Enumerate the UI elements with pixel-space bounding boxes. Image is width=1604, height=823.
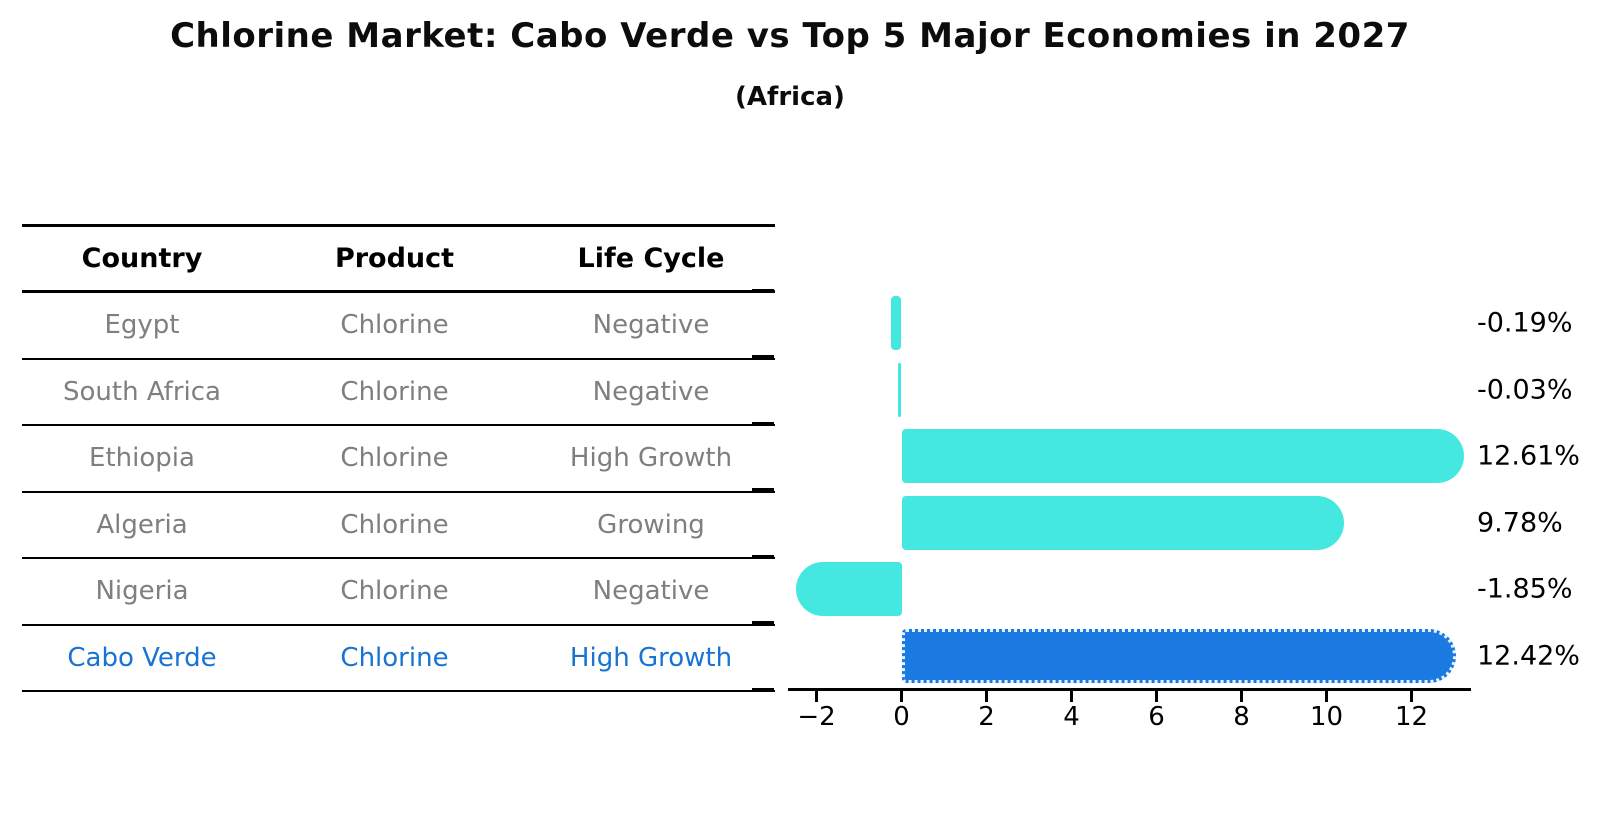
y-tick bbox=[752, 288, 774, 292]
table-row: Cabo Verde Chlorine High Growth bbox=[22, 626, 775, 692]
bar-nigeria bbox=[795, 562, 902, 617]
x-tick-label: 4 bbox=[1063, 702, 1080, 732]
x-axis-line bbox=[788, 688, 1471, 691]
table-row: Algeria Chlorine Growing bbox=[22, 493, 775, 559]
x-tick bbox=[1070, 691, 1073, 702]
y-tick bbox=[752, 621, 774, 624]
col-header-country: Country bbox=[81, 243, 203, 274]
x-tick-label: 0 bbox=[893, 702, 910, 732]
x-tick-label: 8 bbox=[1233, 702, 1250, 732]
col-header-product: Product bbox=[334, 243, 455, 274]
x-tick bbox=[985, 691, 988, 702]
country-table: Country Product Life Cycle Egypt Chlorin… bbox=[22, 224, 775, 692]
x-tick bbox=[1325, 691, 1328, 702]
page-title: Chlorine Market: Cabo Verde vs Top 5 Maj… bbox=[170, 16, 1410, 56]
x-tick bbox=[1240, 691, 1243, 702]
country-cell: Ethiopia bbox=[89, 443, 195, 474]
y-tick bbox=[752, 421, 774, 425]
x-tick-label: 2 bbox=[978, 702, 995, 732]
country-cell: Algeria bbox=[96, 509, 188, 540]
table-header-row: Country Product Life Cycle bbox=[22, 227, 775, 293]
life-cycle-cell: High Growth bbox=[569, 443, 733, 474]
country-cell: Nigeria bbox=[95, 576, 189, 607]
life-cycle-cell: High Growth bbox=[569, 642, 733, 673]
bar-value-label: -0.03% bbox=[1477, 374, 1573, 406]
life-cycle-cell: Negative bbox=[592, 376, 710, 407]
table-row: South Africa Chlorine Negative bbox=[22, 360, 775, 426]
x-tick bbox=[815, 691, 818, 702]
bar-value-label: 12.61% bbox=[1477, 440, 1580, 472]
x-tick bbox=[1155, 691, 1158, 702]
x-tick-label: −2 bbox=[797, 702, 836, 732]
bar-cabo-verde bbox=[901, 628, 1457, 683]
table-row: Nigeria Chlorine Negative bbox=[22, 559, 775, 626]
x-tick bbox=[900, 691, 903, 702]
y-tick bbox=[752, 355, 774, 358]
product-cell: Chlorine bbox=[340, 642, 449, 673]
country-cell: South Africa bbox=[63, 376, 221, 407]
y-tick bbox=[752, 554, 774, 558]
product-cell: Chlorine bbox=[340, 509, 449, 540]
country-cell: Cabo Verde bbox=[67, 642, 217, 673]
table-row: Egypt Chlorine Negative bbox=[22, 293, 775, 360]
x-tick bbox=[1410, 691, 1413, 702]
page-subtitle: (Africa) bbox=[735, 82, 845, 112]
product-cell: Chlorine bbox=[340, 443, 449, 474]
product-cell: Chlorine bbox=[340, 376, 449, 407]
col-header-life-cycle: Life Cycle bbox=[577, 243, 725, 274]
y-tick bbox=[752, 687, 774, 691]
x-tick-label: 12 bbox=[1394, 702, 1429, 732]
table-row: Ethiopia Chlorine High Growth bbox=[22, 426, 775, 493]
life-cycle-cell: Growing bbox=[597, 509, 705, 540]
bar-ethiopia bbox=[901, 429, 1465, 484]
x-tick-label: 10 bbox=[1309, 702, 1344, 732]
bar-value-label: 12.42% bbox=[1477, 640, 1580, 672]
y-tick bbox=[752, 488, 774, 491]
product-cell: Chlorine bbox=[340, 576, 449, 607]
x-tick-label: 6 bbox=[1148, 702, 1165, 732]
bar-value-label: 9.78% bbox=[1477, 507, 1563, 539]
bar-south-africa bbox=[898, 362, 902, 417]
bar-egypt bbox=[891, 296, 902, 351]
bar-algeria bbox=[901, 495, 1345, 550]
bar-value-label: -0.19% bbox=[1477, 307, 1573, 339]
life-cycle-cell: Negative bbox=[592, 310, 710, 341]
country-cell: Egypt bbox=[104, 310, 180, 341]
life-cycle-cell: Negative bbox=[592, 576, 710, 607]
product-cell: Chlorine bbox=[340, 310, 449, 341]
bar-value-label: -1.85% bbox=[1477, 573, 1573, 605]
